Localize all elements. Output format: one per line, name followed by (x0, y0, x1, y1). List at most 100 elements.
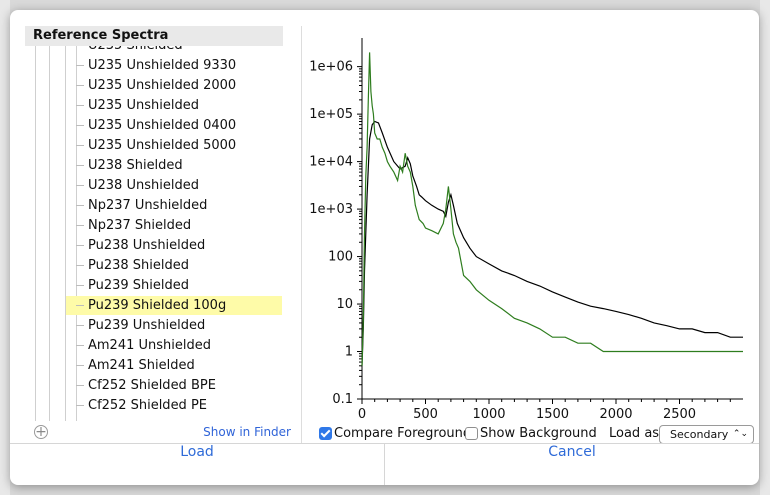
x-tick-label: 2500 (663, 407, 696, 421)
reference-spectrum-line (361, 120, 743, 366)
tree-footer: + Show in Finder (25, 422, 299, 444)
tree-item[interactable]: U238 Unshielded (66, 176, 282, 195)
y-tick-label: 0.1 (332, 392, 353, 407)
tree-branch-connector (76, 185, 84, 186)
load-as-value: Secondary (670, 428, 729, 441)
load-as-label: Load as (609, 426, 660, 441)
x-tick-label: 1500 (536, 407, 569, 421)
cancel-button[interactable]: Cancel (548, 444, 596, 460)
tree-item-label: Pu238 Shielded (88, 258, 190, 273)
x-tick-label: 500 (413, 407, 438, 421)
tree-item-label: U238 Unshielded (88, 178, 199, 193)
background-window-left (0, 0, 10, 495)
tree-item[interactable]: Pu239 Shielded 100g (66, 296, 282, 315)
load-button[interactable]: Load (180, 444, 214, 460)
tree-branch-connector (76, 165, 84, 166)
chevron-updown-icon: ⌃⌄ (732, 429, 748, 439)
button-separator (384, 444, 385, 485)
tree-branch-connector (76, 305, 84, 306)
chart-options-bar: Compare Foreground Show Background Load … (303, 422, 754, 446)
tree-guide-line (76, 46, 77, 421)
show-in-finder-link[interactable]: Show in Finder (203, 425, 291, 439)
spectrum-chart-svg: 0.1 1 10 100 1e+03 1e+04 1e+05 1e+06 0 500 1000 150… (309, 38, 743, 422)
tree-item-label: Pu238 Unshielded (88, 238, 206, 253)
tree-scrollbar-track[interactable] (298, 62, 299, 421)
compare-foreground-label[interactable]: Compare Foreground (334, 426, 472, 441)
foreground-spectrum-line (361, 52, 743, 366)
tree-item[interactable]: Pu238 Unshielded (66, 236, 282, 255)
y-tick-label: 1e+05 (309, 107, 353, 122)
panel-divider[interactable] (301, 26, 302, 444)
y-tick-label: 1e+04 (309, 155, 353, 170)
tree-item[interactable]: Pu238 Shielded (66, 256, 282, 275)
tree-item-label: U238 Shielded (88, 158, 183, 173)
tree-item-label: U235 Unshielded 5000 (88, 138, 237, 153)
background-window-right (760, 0, 770, 495)
tree-item[interactable]: U235 Unshielded (66, 96, 282, 115)
tree-item-label: Am241 Unshielded (88, 338, 211, 353)
tree-item-label: Np237 Shielded (88, 218, 192, 233)
show-background-checkbox[interactable] (465, 427, 478, 440)
tree-item[interactable]: Np237 Unshielded (66, 196, 282, 215)
tree-branch-connector (76, 385, 84, 386)
tree-branch-connector (76, 405, 84, 406)
tree-branch-connector (76, 65, 84, 66)
tree-branch-connector (76, 145, 84, 146)
tree-item-label: U235 Unshielded 0400 (88, 118, 237, 133)
x-tick-label: 0 (358, 407, 366, 421)
tree-guide-lines (25, 46, 85, 421)
tree-item[interactable]: Np237 Shielded (66, 216, 282, 235)
tree-branch-connector (76, 345, 84, 346)
tree-branch-connector (76, 325, 84, 326)
tree-branch-connector (76, 365, 84, 366)
compare-foreground-checkbox[interactable] (319, 427, 332, 440)
tree-branch-connector (76, 125, 84, 126)
tree-item-label: Pu239 Shielded 100g (88, 298, 227, 313)
tree-branch-connector (76, 85, 84, 86)
tree-item-label: Pu239 Shielded (88, 278, 190, 293)
x-tick-label: 2000 (599, 407, 632, 421)
tree-branch-connector (76, 205, 84, 206)
tree-branch-connector (76, 245, 84, 246)
y-tick-label: 1 (345, 345, 353, 360)
y-tick-label: 10 (336, 297, 353, 312)
tree-item[interactable]: U238 Shielded (66, 156, 282, 175)
plus-circle-icon[interactable]: + (34, 424, 48, 440)
tree-item-label: U235 Unshielded 2000 (88, 78, 237, 93)
tree-guide-line (65, 46, 66, 421)
y-tick-label: 1e+06 (309, 60, 353, 75)
tree-item-label: U235 Unshielded (88, 98, 199, 113)
tree-item-label: Am241 Shielded (88, 358, 195, 373)
show-background-label[interactable]: Show Background (480, 426, 597, 441)
tree-branch-connector (76, 285, 84, 286)
tree-branch-connector (76, 105, 84, 106)
tree-item[interactable]: Pu239 Shielded (66, 276, 282, 295)
tree-item[interactable]: Cf252 Shielded BPE (66, 376, 282, 395)
tree-item[interactable]: U235 Unshielded 2000 (66, 76, 282, 95)
x-tick-label: 1000 (472, 407, 505, 421)
tree-item[interactable]: U235 Unshielded 0400 (66, 116, 282, 135)
spectrum-chart: 0.1 1 10 100 1e+03 1e+04 1e+05 1e+06 0 500 1000 150… (303, 26, 744, 422)
tree-branch-connector (76, 265, 84, 266)
tree-item[interactable]: U235 Unshielded 5000 (66, 136, 282, 155)
tree-item[interactable]: Cf252 Shielded PE (66, 396, 282, 415)
tree-item[interactable]: Am241 Shielded (66, 356, 282, 375)
tree-branch-connector (76, 225, 84, 226)
tree-item-label: Pu239 Unshielded (88, 318, 206, 333)
tree-item[interactable]: U235 Unshielded 9330 (66, 56, 282, 75)
y-tick-label: 1e+03 (309, 202, 353, 217)
tree-item[interactable]: Pu239 Unshielded (66, 316, 282, 335)
tree-guide-line (49, 46, 50, 421)
button-row-divider (10, 443, 759, 444)
tree-item-label: Cf252 Shielded BPE (88, 378, 216, 393)
tree-header: Reference Spectra (25, 26, 283, 46)
tree-item-label: Cf252 Shielded PE (88, 398, 207, 413)
load-as-select[interactable]: Secondary ⌃⌄ (659, 425, 754, 444)
tree-guide-line (35, 46, 36, 421)
tree-item-label: U235 Unshielded 9330 (88, 58, 237, 73)
y-tick-label: 100 (328, 250, 353, 265)
tree-item[interactable]: Am241 Unshielded (66, 336, 282, 355)
tree-item-label: Np237 Unshielded (88, 198, 208, 213)
